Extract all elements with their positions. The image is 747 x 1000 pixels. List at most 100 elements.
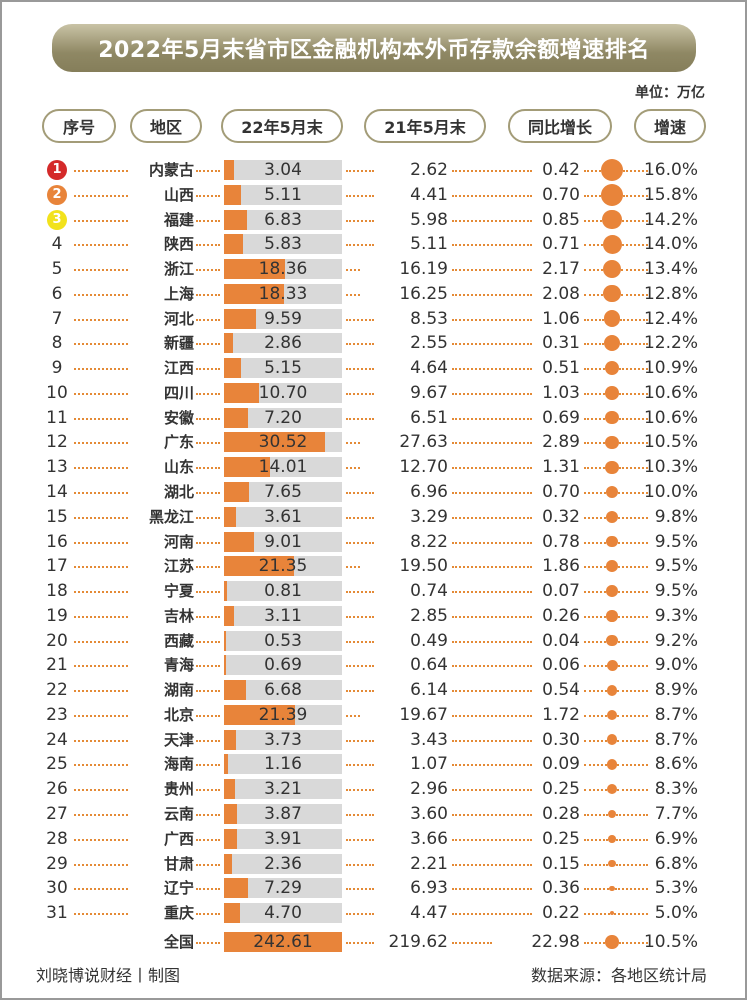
- leader-dots: [196, 467, 220, 470]
- region-name: 上海: [163, 284, 194, 303]
- leader-dots: [584, 318, 604, 321]
- leader-dots: [584, 194, 602, 197]
- value-yoy: 0.54: [542, 680, 580, 701]
- bar-fill: [224, 680, 247, 701]
- value-yoy: 0.85: [542, 209, 580, 230]
- leader-dots: [346, 838, 374, 841]
- leader-dots: [584, 615, 607, 618]
- value-yoy: 0.32: [542, 506, 580, 527]
- value-growth: 16.0%: [643, 160, 698, 180]
- leader-dots: [74, 789, 128, 792]
- value-growth: 10.6%: [643, 407, 698, 428]
- value-growth: 10.0%: [643, 482, 698, 502]
- rank-number: 15: [46, 506, 68, 527]
- leader-dots: [196, 814, 220, 817]
- region-name: 广西: [163, 829, 194, 848]
- value-may22: 3.11: [264, 605, 302, 626]
- leader-dots: [196, 392, 220, 395]
- leader-dots: [617, 764, 648, 767]
- value-may21: 0.49: [410, 630, 448, 651]
- value-may21: 6.96: [410, 482, 448, 502]
- bar-track: [224, 184, 342, 205]
- bar-fill: [224, 506, 236, 527]
- leader-dots: [346, 219, 374, 222]
- value-growth: 5.0%: [654, 903, 698, 924]
- value-may22: 10.70: [258, 382, 308, 403]
- bar-track: [224, 506, 342, 527]
- table-row: 18 宁夏 0.81 0.74 0.07 9.5%: [0, 579, 747, 603]
- value-yoy: 0.70: [542, 184, 580, 205]
- leader-dots: [452, 739, 532, 742]
- leader-dots: [584, 516, 606, 519]
- table-row: 6 上海 18.33 16.25 2.08 12.8%: [0, 282, 747, 306]
- leader-dots: [346, 714, 360, 717]
- region-name: 湖北: [163, 483, 194, 501]
- growth-dot: [605, 460, 619, 474]
- rank-number: 19: [46, 605, 68, 626]
- bar-fill: [224, 754, 228, 775]
- value-yoy: 0.30: [542, 729, 580, 750]
- leader-dots: [618, 942, 648, 944]
- value-growth: 9.0%: [654, 655, 698, 676]
- value-may21: 16.19: [399, 259, 448, 280]
- leader-dots: [196, 269, 220, 272]
- growth-dot: [605, 510, 619, 523]
- leader-dots: [584, 814, 608, 817]
- value-yoy: 0.69: [542, 407, 580, 428]
- leader-dots: [584, 714, 607, 717]
- region-name: 海南: [163, 755, 194, 774]
- value-may22: 0.81: [264, 581, 302, 602]
- leader-dots: [196, 293, 220, 296]
- header-may22: 22年5月末: [221, 109, 343, 143]
- leader-dots: [615, 863, 648, 866]
- value-may22: 0.69: [264, 655, 302, 676]
- rank-number: 22: [46, 680, 68, 701]
- leader-dots: [617, 665, 648, 668]
- leader-dots: [584, 417, 606, 420]
- leader-dots: [617, 566, 648, 569]
- rank-number: 31: [46, 903, 68, 924]
- leader-dots: [622, 194, 648, 197]
- leader-dots: [618, 492, 648, 494]
- value-yoy: 0.31: [542, 333, 580, 354]
- growth-dot: [607, 784, 617, 795]
- value-yoy: 0.04: [542, 630, 580, 651]
- leader-dots: [74, 417, 128, 420]
- bar-fill: [224, 160, 235, 180]
- value-yoy: 0.25: [542, 828, 580, 849]
- leader-dots: [74, 368, 128, 371]
- value-may22: 18.33: [258, 283, 308, 304]
- table-row: 15 黑龙江 3.61 3.29 0.32 9.8%: [0, 505, 747, 529]
- leader-dots: [452, 615, 532, 618]
- leader-dots: [584, 942, 606, 944]
- value-yoy: 0.22: [542, 903, 580, 924]
- leader-dots: [74, 665, 128, 668]
- leader-dots: [584, 566, 607, 569]
- leader-dots: [74, 888, 128, 891]
- value-may22: 3.91: [264, 828, 302, 849]
- value-growth: 12.8%: [643, 283, 698, 304]
- leader-dots: [617, 615, 648, 618]
- rank-number: 27: [46, 804, 68, 825]
- leader-dots: [452, 640, 532, 643]
- leader-dots: [614, 888, 648, 891]
- leader-dots: [584, 343, 604, 346]
- bar-track: [224, 630, 342, 651]
- leader-dots: [452, 368, 532, 371]
- value-may22: 5.83: [264, 234, 302, 255]
- leader-dots: [623, 170, 648, 172]
- leader-dots: [74, 343, 128, 346]
- region-name: 福建: [163, 210, 194, 229]
- leader-dots: [620, 343, 648, 346]
- bar-track: [224, 878, 342, 899]
- leader-dots: [346, 913, 374, 916]
- leader-dots: [346, 789, 374, 792]
- value-may22: 3.61: [264, 506, 302, 527]
- table-row: 28 广西 3.91 3.66 0.25 6.9%: [0, 827, 747, 851]
- leader-dots: [196, 942, 220, 944]
- bar-track: [224, 209, 342, 230]
- bar-fill: [224, 358, 241, 379]
- rank-number: 6: [51, 283, 63, 304]
- leader-dots: [584, 219, 603, 222]
- value-yoy: 1.03: [542, 382, 580, 403]
